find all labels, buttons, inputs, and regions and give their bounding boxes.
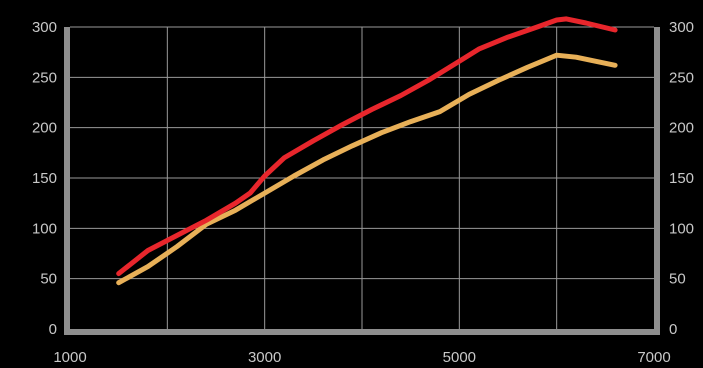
y-tick-label-left: 100 xyxy=(32,220,57,237)
series-line-2 xyxy=(116,52,618,286)
y-tick-label-left: 50 xyxy=(40,271,57,288)
axes xyxy=(64,27,660,335)
y-tick-labels-right: 0 50 100 150 200 250 300 xyxy=(669,19,694,338)
y-tick-label-left: 200 xyxy=(32,120,57,137)
y-tick-label-right: 0 xyxy=(669,321,677,338)
grid-lines xyxy=(70,26,654,329)
x-tick-label: 5000 xyxy=(443,349,476,366)
series-line-1 xyxy=(116,16,618,277)
y-tick-label-right: 250 xyxy=(669,69,694,86)
y-tick-label-right: 200 xyxy=(669,120,694,137)
x-tick-labels: 1000 3000 5000 7000 xyxy=(53,349,670,366)
x-tick-label: 1000 xyxy=(53,349,86,366)
x-tick-label: 3000 xyxy=(248,349,281,366)
x-tick-label: 7000 xyxy=(637,349,670,366)
y-tick-label-left: 150 xyxy=(32,170,57,187)
y-tick-label-left: 0 xyxy=(49,321,57,338)
bottom-axis xyxy=(64,329,660,335)
y-tick-label-left: 300 xyxy=(32,19,57,36)
y-tick-label-left: 250 xyxy=(32,69,57,86)
left-axis xyxy=(64,27,70,335)
y-tick-label-right: 150 xyxy=(669,170,694,187)
y-tick-label-right: 300 xyxy=(669,19,694,36)
right-axis xyxy=(654,27,660,335)
y-tick-label-right: 100 xyxy=(669,220,694,237)
y-tick-label-right: 50 xyxy=(669,271,686,288)
y-tick-labels-left: 0 50 100 150 200 250 300 xyxy=(32,19,57,338)
series-lines xyxy=(116,16,618,286)
